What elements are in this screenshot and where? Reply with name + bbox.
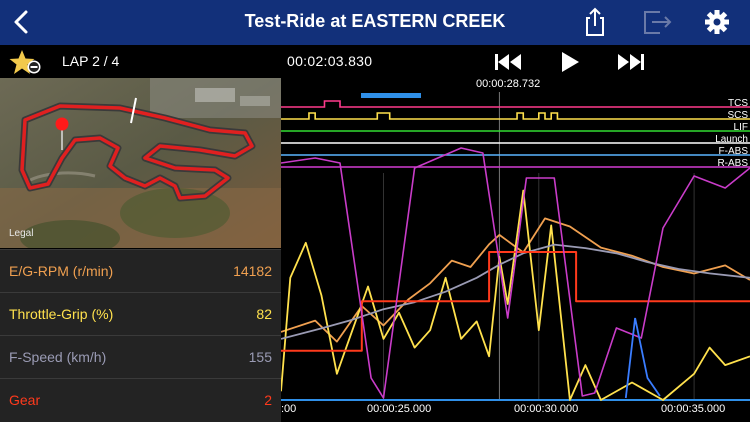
- signal-label-scs: SCS: [727, 110, 748, 121]
- readout-row: E/G-RPM (r/min) 14182: [0, 249, 281, 291]
- nav-bar: Test-Ride at EASTERN CREEK: [0, 0, 750, 45]
- gear-icon[interactable]: [700, 6, 734, 38]
- readout-row: Gear 2: [0, 378, 281, 420]
- readout-label: Throttle-Grip (%): [9, 306, 114, 322]
- readout-label: E/G-RPM (r/min): [9, 263, 114, 279]
- x-tick-label: :00: [281, 403, 297, 415]
- back-icon[interactable]: [6, 6, 38, 38]
- x-tick-label: 00:00:30.000: [514, 403, 579, 415]
- readout-value: 82: [256, 306, 272, 322]
- skip-back-icon[interactable]: [492, 49, 526, 75]
- start-finish-line: [130, 97, 137, 124]
- x-tick-label: 00:00:35.000: [661, 403, 726, 415]
- series-line-aux: [281, 147, 750, 399]
- telemetry-chart: [281, 92, 750, 401]
- signal-label-lif: LIF: [733, 122, 748, 133]
- flag-trace-scs: [281, 112, 750, 120]
- readout-row: Throttle-Grip (%) 82: [0, 292, 281, 334]
- readout-value: 14182: [233, 263, 272, 279]
- series-line: [281, 189, 750, 401]
- signal-label-r-abs: R-ABS: [717, 158, 748, 169]
- series-line-aux: [624, 317, 661, 399]
- map-legal-link[interactable]: Legal: [9, 228, 34, 239]
- satellite-map: [0, 78, 281, 248]
- flag-trace-tcs: [281, 100, 750, 108]
- favorite-remove-icon[interactable]: [9, 49, 43, 77]
- signal-label-f-abs: F-ABS: [718, 146, 748, 157]
- series-line: [281, 243, 750, 340]
- lap-indicator: LAP 2 / 4: [62, 53, 120, 69]
- play-icon[interactable]: [553, 49, 587, 75]
- scroll-position-indicator[interactable]: [361, 93, 421, 98]
- page-title: Test-Ride at EASTERN CREEK: [244, 11, 506, 31]
- readout-value: 155: [248, 349, 272, 365]
- readout-row: F-Speed (km/h) 155: [0, 335, 281, 377]
- playback-bar: LAP 2 / 4 00:02:03.830: [0, 45, 750, 78]
- rider-position-marker: [55, 117, 69, 131]
- share-icon[interactable]: [578, 6, 612, 38]
- export-icon[interactable]: [640, 6, 674, 38]
- readout-label: Gear: [9, 392, 41, 408]
- skip-forward-icon[interactable]: [613, 49, 647, 75]
- readout-panel: E/G-RPM (r/min) 14182 Throttle-Grip (%) …: [0, 249, 281, 422]
- signal-label-launch: Launch: [715, 134, 748, 145]
- signal-label-tcs: TCS: [728, 98, 748, 109]
- cursor-time: 00:00:28.732: [476, 78, 541, 90]
- readout-label: F-Speed (km/h): [9, 349, 107, 365]
- lap-time: 00:02:03.830: [287, 53, 373, 69]
- track-map[interactable]: Legal: [0, 78, 281, 248]
- x-tick-label: 00:00:25.000: [367, 403, 432, 415]
- readout-value: 2: [264, 392, 272, 408]
- telemetry-graph[interactable]: 00:00:28.732 TCS SCS LIF Launch F-ABS R-…: [281, 78, 750, 422]
- series-line: [281, 251, 750, 352]
